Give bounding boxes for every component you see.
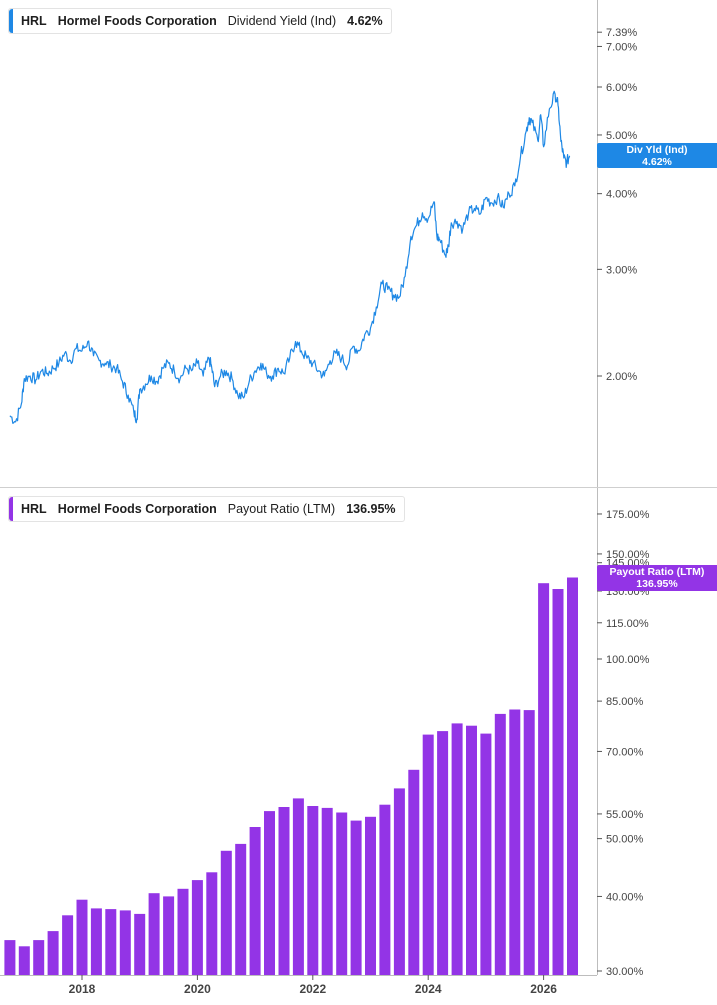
top-y-tick-label: 5.00% xyxy=(606,130,637,142)
payout-bar xyxy=(480,733,492,975)
bottom-y-tick-label: 50.00% xyxy=(606,834,644,846)
payout-bar xyxy=(4,940,16,975)
payout-bar xyxy=(264,811,275,975)
payout-bar xyxy=(47,931,59,975)
payout-bar xyxy=(177,888,189,975)
payout-bar xyxy=(307,806,319,975)
x-tick-label: 2018 xyxy=(69,982,96,996)
top-y-tick-label: 7.39% xyxy=(606,27,637,39)
bottom-tag-value: 136.95% xyxy=(636,578,678,590)
payout-bar xyxy=(119,910,131,975)
bottom-y-tick-label: 85.00% xyxy=(606,696,644,708)
top-y-tick-label: 6.00% xyxy=(606,82,637,94)
bottom-y-axis: 175.00%150.00%145.00%130.00%115.00%100.0… xyxy=(597,509,650,978)
payout-bar xyxy=(278,807,290,975)
payout-ratio-bars xyxy=(4,577,578,975)
top-y-axis: 7.39% 7.00% 6.00% 5.00% 4.00% 3.00% 2.00% xyxy=(597,27,637,383)
payout-bar xyxy=(523,710,535,975)
payout-bar xyxy=(62,915,74,975)
bottom-y-tick-label: 115.00% xyxy=(606,618,649,630)
x-tick-label: 2024 xyxy=(415,982,442,996)
top-y-tick-label: 7.00% xyxy=(606,41,637,53)
payout-bar xyxy=(379,804,391,975)
payout-bar xyxy=(148,893,160,975)
payout-bar xyxy=(134,913,146,975)
bottom-y-tick-label: 175.00% xyxy=(606,509,650,521)
payout-bar xyxy=(292,798,304,975)
payout-bar xyxy=(321,807,333,975)
payout-bar xyxy=(538,583,550,975)
payout-bar xyxy=(220,850,232,975)
payout-bar xyxy=(552,589,564,975)
payout-bar xyxy=(365,816,376,975)
payout-bar xyxy=(206,872,218,975)
payout-bar xyxy=(437,731,449,975)
bottom-y-tick-label: 70.00% xyxy=(606,746,644,758)
top-value-tag: Div Yld (Ind) 4.62% xyxy=(597,143,717,168)
bottom-y-tick-label: 100.00% xyxy=(606,654,650,666)
payout-bar xyxy=(422,734,434,975)
bottom-y-tick-label: 40.00% xyxy=(606,891,644,903)
bottom-legend-swatch xyxy=(9,497,13,521)
top-legend: HRL Hormel Foods Corporation Dividend Yi… xyxy=(8,8,392,34)
bottom-tag-label: Payout Ratio (LTM) xyxy=(609,566,705,578)
bottom-legend: HRL Hormel Foods Corporation Payout Rati… xyxy=(8,496,405,522)
payout-bar xyxy=(336,812,348,975)
x-tick-label: 2022 xyxy=(299,982,326,996)
bottom-y-tick-label: 150.00% xyxy=(606,549,650,561)
payout-bar xyxy=(466,725,477,975)
x-tick-label: 2026 xyxy=(530,982,557,996)
top-tag-label: Div Yld (Ind) xyxy=(626,144,688,156)
top-legend-ticker: HRL xyxy=(21,14,47,28)
top-legend-metric: Dividend Yield (Ind) xyxy=(227,14,337,28)
top-y-tick-label: 2.00% xyxy=(606,371,637,383)
top-legend-swatch xyxy=(9,9,13,33)
payout-bar xyxy=(393,788,405,975)
top-tag-value: 4.62% xyxy=(642,156,672,168)
bottom-legend-ticker: HRL xyxy=(21,502,47,516)
x-tick-label: 2020 xyxy=(184,982,211,996)
bottom-legend-company: Hormel Foods Corporation xyxy=(57,502,217,516)
top-y-tick-label: 4.00% xyxy=(606,189,637,201)
payout-bar xyxy=(105,909,117,975)
bottom-legend-value: 136.95% xyxy=(346,502,396,516)
payout-bar xyxy=(408,769,420,975)
payout-bar xyxy=(18,946,30,975)
top-legend-value: 4.62% xyxy=(347,14,383,28)
payout-bar xyxy=(509,709,521,975)
bottom-y-tick-label: 30.00% xyxy=(606,966,644,978)
x-axis: 2018 2020 2022 2024 2026 xyxy=(69,975,557,996)
payout-bar xyxy=(350,820,362,975)
bottom-y-tick-label: 55.00% xyxy=(606,809,644,821)
payout-bar xyxy=(249,827,261,975)
payout-bar xyxy=(451,723,463,975)
payout-bar xyxy=(235,843,247,975)
payout-bar xyxy=(76,899,88,975)
bottom-value-tag: Payout Ratio (LTM) 136.95% xyxy=(597,565,717,591)
payout-bar xyxy=(191,880,203,975)
payout-bar xyxy=(33,940,45,975)
dividend-yield-line xyxy=(9,90,571,424)
bottom-legend-metric: Payout Ratio (LTM) xyxy=(227,502,336,516)
payout-bar xyxy=(163,896,175,975)
top-y-tick-label: 3.00% xyxy=(606,264,637,276)
payout-bar xyxy=(567,577,578,975)
payout-bar xyxy=(90,908,102,975)
payout-bar xyxy=(494,713,506,975)
top-legend-company: Hormel Foods Corporation xyxy=(57,14,217,28)
